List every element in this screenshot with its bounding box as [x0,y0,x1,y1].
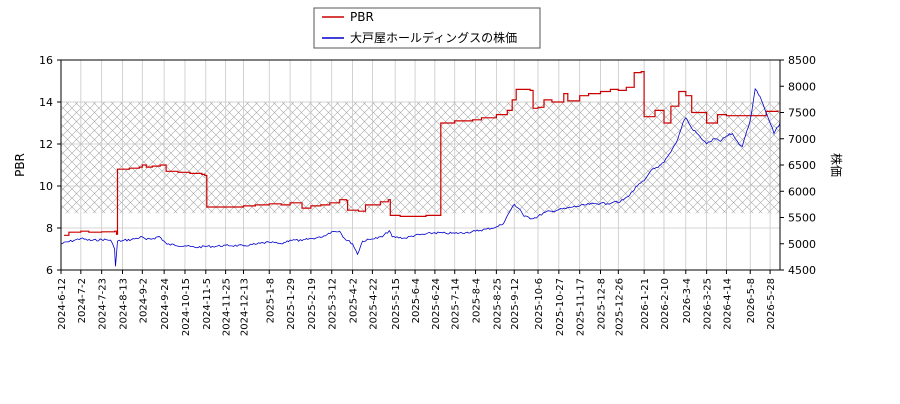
x-tick-label: 2024-9-2 [138,278,149,323]
x-tick-label: 2024-11-5 [202,278,213,330]
x-tick-label: 2025-6-24 [431,278,442,330]
x-tick-label: 2024-9-24 [160,278,171,330]
x-tick-label: 2024-11-25 [222,278,233,336]
x-tick-label: 2025-8-4 [472,278,483,323]
x-tick-label: 2026-4-14 [722,278,733,330]
x-tick-label: 2024-7-23 [98,278,109,330]
left-tick-label: 16 [39,54,53,67]
x-tick-label: 2025-12-26 [614,278,625,336]
x-tick-label: 2025-8-25 [492,278,503,330]
left-tick-label: 10 [39,180,53,193]
x-tick-label: 2024-7-2 [77,278,88,323]
x-tick-label: 2025-5-15 [391,278,402,330]
x-tick-label: 2025-6-4 [411,278,422,323]
x-tick-label: 2025-10-27 [555,278,566,336]
x-tick-label: 2025-7-14 [451,278,462,330]
right-tick-label: 8500 [788,54,816,67]
legend-label-pbr: PBR [350,10,374,24]
right-tick-label: 7000 [788,133,816,146]
x-tick-label: 2024-10-15 [181,278,192,336]
right-tick-label: 6000 [788,185,816,198]
right-tick-label: 5000 [788,238,816,251]
right-tick-label: 8000 [788,80,816,93]
x-tick-label: 2025-4-22 [368,278,379,330]
right-y-axis: 4500 5000 5500 6000 6500 7000 7500 8000 8500 [780,54,816,277]
x-tick-label: 2025-9-12 [510,278,521,330]
x-axis: 2024-6-12 2024-7-2 2024-7-23 2024-8-13 2024-… [57,270,777,336]
x-tick-label: 2025-4-2 [349,278,360,323]
legend-box [313,7,541,49]
right-tick-label: 5500 [788,212,816,225]
x-tick-label: 2025-3-12 [328,278,339,330]
right-tick-label: 7500 [788,107,816,120]
right-axis-title: 株価 [829,153,844,177]
left-tick-label: 12 [39,138,53,151]
x-tick-label: 2026-2-10 [660,278,671,330]
x-tick-label: 2026-3-25 [703,278,714,330]
x-tick-label: 2025-1-8 [265,278,276,323]
x-tick-label: 2024-6-12 [57,278,68,330]
left-axis-title: PBR [13,153,27,177]
left-y-axis: 6 8 10 12 14 16 [39,54,61,277]
x-tick-label: 2026-1-21 [640,278,651,330]
left-tick-label: 14 [39,96,53,109]
x-tick-label: 2025-12-8 [596,278,607,330]
x-tick-label: 2025-2-19 [307,278,318,330]
right-tick-label: 6500 [788,159,816,172]
legend-label-stock-price: 大戸屋ホールディングスの株価 [350,30,517,45]
x-tick-label: 2026-3-4 [682,278,693,323]
series-layer [61,71,780,267]
x-tick-label: 2025-10-6 [534,278,545,330]
x-tick-label: 2026-5-8 [746,278,757,323]
x-tick-label: 2026-5-28 [766,278,777,330]
pbr-range-band [61,102,780,214]
x-tick-label: 2024-8-13 [118,278,129,330]
x-tick-label: 2025-11-17 [576,278,587,336]
series-line-stock-price [61,88,780,267]
legend: PBR 大戸屋ホールディングスの株価 [313,7,541,49]
right-tick-label: 4500 [788,264,816,277]
x-tick-label: 2025-1-29 [286,278,297,330]
left-tick-label: 6 [46,264,53,277]
x-tick-label: 2024-12-13 [239,278,250,336]
left-tick-label: 8 [46,222,53,235]
series-line-pbr [64,71,779,236]
